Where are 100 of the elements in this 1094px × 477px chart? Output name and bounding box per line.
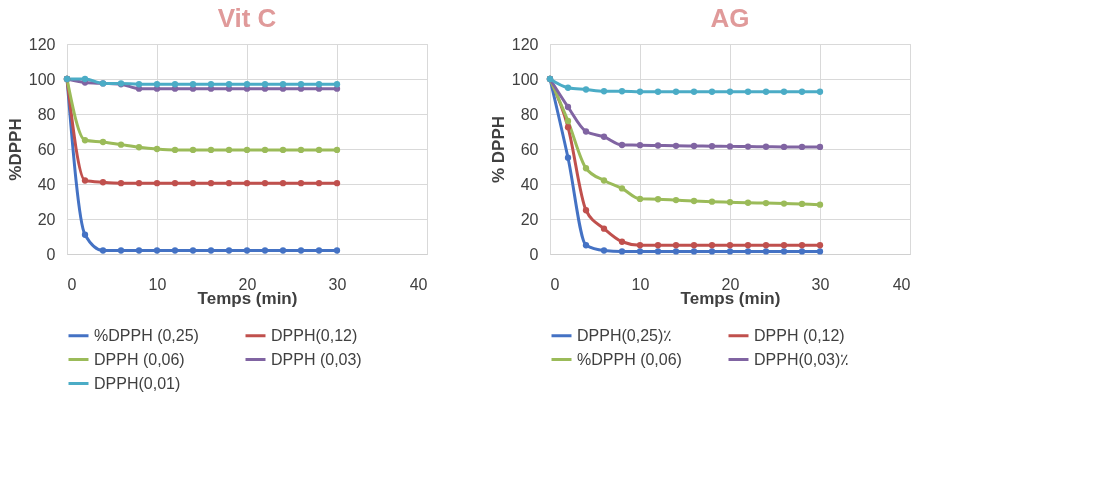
point — [279, 247, 287, 254]
point — [225, 179, 233, 187]
chart-title: Vit C — [217, 3, 277, 33]
point — [600, 133, 608, 140]
y-tick-label: 80 — [37, 105, 56, 123]
point — [564, 123, 572, 131]
point — [243, 81, 251, 88]
point — [654, 242, 662, 249]
legend-label: %DPPH (0,25) — [94, 326, 199, 344]
point — [243, 247, 251, 254]
point — [780, 200, 788, 207]
point — [708, 143, 716, 150]
point — [816, 88, 824, 95]
point — [225, 247, 233, 254]
point — [690, 242, 698, 249]
point — [690, 197, 698, 205]
point — [780, 88, 788, 95]
point — [81, 231, 89, 238]
legend-label: DPPH(0,12) — [271, 326, 358, 344]
legend-label: DPPH(0,01) — [94, 374, 181, 392]
point — [636, 248, 644, 255]
y-tick-label: 100 — [511, 70, 539, 88]
x-tick-label: 40 — [892, 275, 911, 293]
y-tick-label: 20 — [520, 210, 539, 228]
point — [798, 88, 806, 95]
point — [636, 242, 644, 249]
point — [81, 75, 89, 83]
point — [672, 242, 680, 249]
point — [708, 88, 716, 95]
point — [672, 248, 680, 255]
point — [81, 177, 89, 184]
y-tick-label: 60 — [520, 140, 539, 158]
point — [636, 195, 644, 203]
y-tick-label: 40 — [520, 175, 539, 193]
point — [744, 143, 752, 150]
x-tick-label: 30 — [328, 275, 347, 293]
point — [600, 88, 608, 95]
point — [582, 128, 590, 135]
point — [744, 88, 752, 95]
x-tick-label: 20 — [721, 275, 740, 293]
point — [780, 143, 788, 151]
point — [297, 247, 305, 254]
point — [636, 88, 644, 95]
point — [600, 177, 608, 184]
point — [315, 146, 323, 154]
point — [726, 242, 734, 249]
point — [582, 242, 590, 249]
point — [99, 247, 107, 254]
point — [762, 199, 770, 207]
point — [672, 196, 680, 204]
point — [171, 81, 179, 88]
point — [333, 179, 341, 187]
legend-label: DPPH (0,12) — [754, 326, 845, 344]
point — [153, 247, 161, 254]
point — [618, 238, 626, 245]
point — [816, 248, 824, 255]
y-tick-label: 40 — [37, 175, 56, 193]
point — [816, 242, 824, 249]
point — [207, 81, 215, 88]
point — [315, 179, 323, 187]
legend-label: DPPH(0,03)٪ — [754, 350, 850, 368]
point — [618, 248, 626, 255]
point — [189, 81, 197, 88]
point — [708, 242, 716, 249]
x-tick-label: 30 — [811, 275, 830, 293]
point — [726, 88, 734, 95]
point — [744, 242, 752, 249]
point — [798, 143, 806, 151]
point — [261, 179, 269, 187]
point — [207, 179, 215, 187]
y-tick-label: 20 — [37, 210, 56, 228]
legend-label: DPPH (0,03) — [271, 350, 362, 368]
point — [153, 179, 161, 187]
point — [117, 141, 125, 148]
point — [243, 179, 251, 187]
point — [762, 248, 770, 255]
point — [726, 199, 734, 206]
point — [654, 248, 662, 255]
legend-label: DPPH (0,06) — [94, 350, 185, 368]
point — [225, 81, 233, 88]
point — [798, 242, 806, 249]
point — [564, 154, 572, 161]
point — [816, 143, 824, 151]
point — [726, 248, 734, 255]
legend-label: %DPPH (0,06) — [577, 350, 682, 368]
point — [135, 247, 143, 254]
point — [672, 142, 680, 150]
point — [618, 88, 626, 95]
y-tick-label: 0 — [46, 245, 56, 263]
y-tick-label: 60 — [37, 140, 56, 158]
point — [708, 248, 716, 255]
point — [582, 165, 590, 172]
point — [564, 103, 572, 111]
point — [744, 248, 752, 255]
point — [654, 142, 662, 149]
point — [315, 247, 323, 254]
point — [690, 88, 698, 95]
point — [81, 137, 89, 144]
point — [135, 81, 143, 88]
point — [564, 84, 572, 91]
